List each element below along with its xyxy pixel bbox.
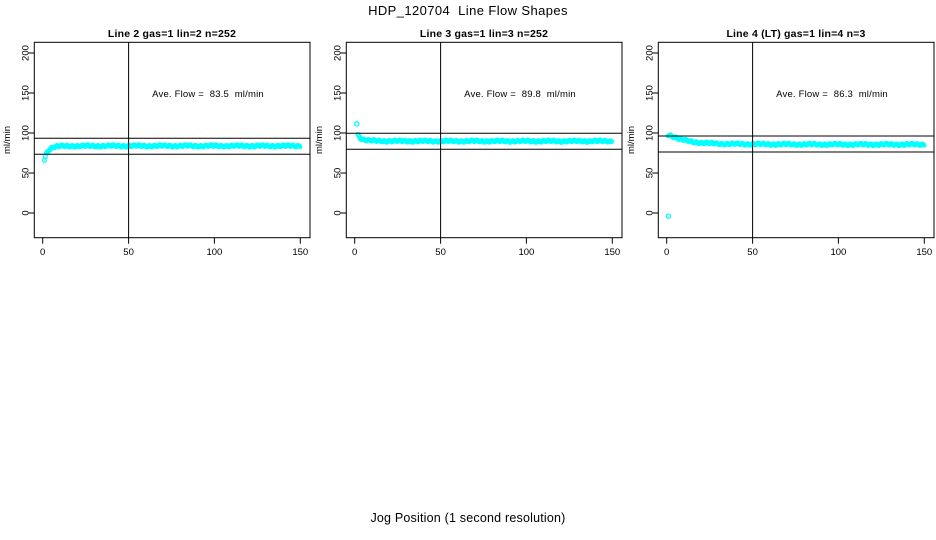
y-axis-title: ml/min bbox=[314, 126, 325, 154]
y-axis-title: ml/min bbox=[626, 126, 637, 154]
y-tick-label: 150 bbox=[645, 85, 656, 101]
y-tick-label: 200 bbox=[645, 45, 656, 61]
plot-box bbox=[33, 41, 311, 239]
x-axis-title: Jog Position (1 second resolution) bbox=[370, 511, 566, 525]
x-tick-label: 100 bbox=[830, 247, 846, 258]
y-tick-label: 0 bbox=[645, 210, 656, 215]
x-tick-label: 0 bbox=[352, 247, 357, 258]
ave-flow-annotation: Ave. Flow = 83.5 ml/min bbox=[152, 89, 264, 100]
x-tick-label: 100 bbox=[518, 247, 534, 258]
flow-points-series bbox=[665, 132, 927, 219]
y-tick-label: 0 bbox=[21, 210, 32, 215]
flow-points-series bbox=[41, 142, 303, 163]
y-tick-label: 50 bbox=[333, 168, 344, 179]
subplot-line-3: Line 3 gas=1 lin=3 n=252 0 50 100 150 200 0 50 1… bbox=[314, 28, 623, 258]
y-tick-label: 0 bbox=[333, 210, 344, 215]
subplot-line-2: Line 2 gas=1 lin=2 n=252 0 50 100 150 200 0 50 1… bbox=[2, 28, 311, 258]
outlier-point bbox=[354, 121, 360, 127]
x-tick-label: 50 bbox=[435, 247, 446, 258]
y-tick-label: 100 bbox=[333, 125, 344, 141]
ave-flow-annotation: Ave. Flow = 86.3 ml/min bbox=[776, 89, 888, 100]
subplot-title: Line 4 (LT) gas=1 lin=4 n=3 bbox=[726, 28, 865, 40]
y-tick-label: 200 bbox=[21, 45, 32, 61]
outlier-point bbox=[665, 213, 672, 219]
y-axis-title: ml/min bbox=[2, 126, 13, 154]
x-tick-label: 50 bbox=[123, 247, 134, 258]
plot-box bbox=[345, 41, 623, 239]
y-tick-label: 100 bbox=[21, 125, 32, 141]
subplot-title: Line 2 gas=1 lin=2 n=252 bbox=[108, 28, 236, 40]
ave-flow-annotation: Ave. Flow = 89.8 ml/min bbox=[464, 89, 576, 100]
y-tick-label: 50 bbox=[21, 168, 32, 179]
y-tick-label: 50 bbox=[645, 168, 656, 179]
x-tick-label: 150 bbox=[292, 247, 308, 258]
x-tick-label: 150 bbox=[916, 247, 932, 258]
y-tick-label: 150 bbox=[21, 85, 32, 101]
figure-title: HDP_120704 Line Flow Shapes bbox=[368, 3, 568, 18]
subplot-line-4: Line 4 (LT) gas=1 lin=4 n=3 0 50 100 150 200 0… bbox=[626, 28, 935, 258]
x-tick-label: 50 bbox=[747, 247, 758, 258]
y-tick-label: 100 bbox=[645, 125, 656, 141]
y-tick-label: 200 bbox=[333, 45, 344, 61]
x-tick-label: 150 bbox=[604, 247, 620, 258]
x-tick-label: 100 bbox=[206, 247, 222, 258]
subplot-title: Line 3 gas=1 lin=3 n=252 bbox=[420, 28, 548, 40]
plot-box bbox=[657, 41, 935, 239]
x-tick-label: 0 bbox=[40, 247, 45, 258]
x-tick-label: 0 bbox=[664, 247, 669, 258]
y-tick-label: 150 bbox=[333, 85, 344, 101]
flow-points-series bbox=[354, 121, 615, 145]
